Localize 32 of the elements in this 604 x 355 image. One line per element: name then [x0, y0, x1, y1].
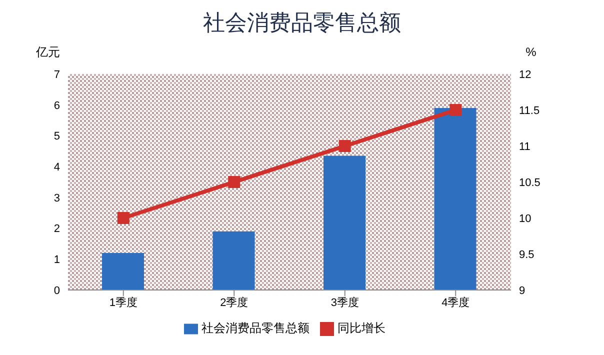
point: [450, 104, 462, 116]
x-tick-label: 4季度: [442, 296, 470, 309]
y2-tick-label: 11: [519, 140, 530, 153]
y2-axis-title: %: [526, 45, 537, 59]
bar: [324, 156, 366, 290]
point: [117, 212, 130, 224]
bar: [102, 252, 144, 290]
y-tick-label: 0: [54, 284, 60, 297]
y-tick-label: 6: [54, 100, 60, 112]
y2-tick-label: 9: [519, 284, 526, 297]
x-tick-label: 1季度: [109, 296, 138, 309]
bar: [212, 231, 255, 290]
x-tick-label: 2季度: [220, 296, 248, 309]
y-axis-title: 亿元: [35, 45, 60, 59]
y-tick-label: 5: [54, 130, 60, 143]
point: [228, 176, 240, 188]
y-tick-label: 1: [54, 254, 60, 266]
x-tick-label: 3季度: [330, 296, 359, 309]
bar: [434, 108, 476, 290]
y2-tick-label: 9.5: [519, 248, 534, 261]
legend-label: 社会消费品零售总额: [202, 321, 310, 335]
y2-tick-label: 10: [519, 212, 532, 225]
y-tick-label: 7: [54, 68, 60, 81]
y-tick-label: 4: [54, 161, 60, 174]
point: [338, 140, 351, 152]
y2-tick-label: 11.5: [519, 104, 540, 117]
y2-tick-label: 12: [519, 68, 532, 81]
y-tick-label: 2: [54, 223, 60, 236]
y2-tick-label: 10.5: [519, 176, 540, 189]
chart-title: 社会消费品零售总额: [202, 10, 402, 38]
legend-label: 同比增长: [338, 321, 386, 335]
y-tick-label: 3: [54, 192, 60, 204]
